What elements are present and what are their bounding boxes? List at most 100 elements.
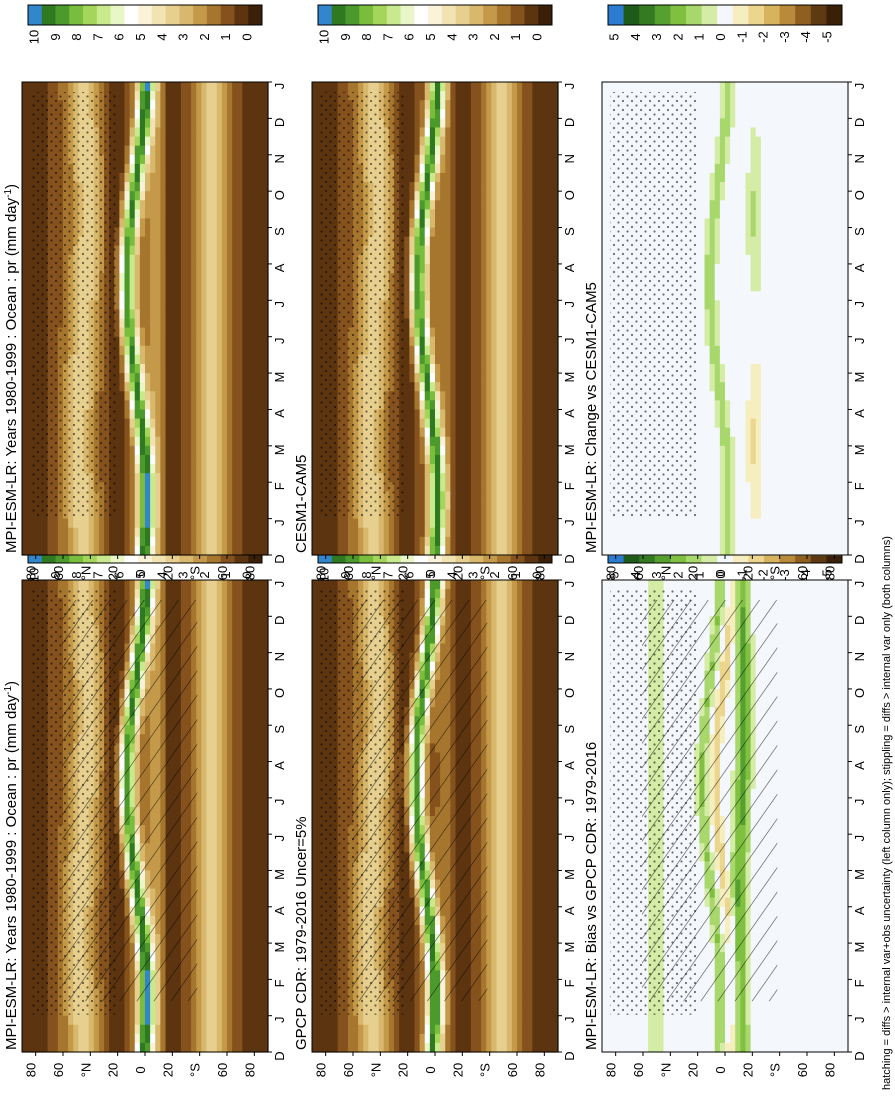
colorbar-label: 3: [466, 33, 481, 40]
colorbar-label: -2: [756, 31, 771, 43]
lat-tick-label: 80: [822, 566, 837, 580]
colorbar-swatch: [41, 5, 56, 25]
month-tick-label: D: [562, 616, 577, 625]
month-tick-label: O: [272, 190, 287, 200]
colorbar-swatch: [428, 5, 443, 25]
month-axis: D J F M A M J J A S O N D J: [848, 579, 867, 1061]
month-tick-label: A: [852, 906, 867, 915]
colorbar-label: 1: [508, 33, 523, 40]
lat-tick-label: 0: [713, 569, 728, 576]
colorbar-label: 6: [112, 571, 127, 578]
month-tick-label: D: [272, 118, 287, 127]
lat-tick-label: 80: [242, 1063, 257, 1077]
colorbar-swatch: [670, 5, 687, 25]
colorbar-label: 0: [713, 571, 728, 578]
colorbar-swatch: [359, 5, 374, 25]
colorbar-swatch: [701, 5, 718, 25]
colorbar-label: 6: [112, 33, 127, 40]
colorbar-swatch: [732, 5, 749, 25]
colorbar-label: 9: [338, 571, 353, 578]
colorbar-label: 0: [529, 571, 544, 578]
lat-tick-label: 80: [24, 566, 39, 580]
colorbar-label: 10: [317, 30, 332, 44]
colorbar-label: 2: [670, 571, 685, 578]
lat-axis: 80 60 °N 20 0 20 °S 60 80: [24, 555, 257, 580]
lat-tick-label: °S: [188, 1063, 203, 1077]
colorbar-swatch: [96, 5, 111, 25]
colorbar-swatch: [248, 5, 263, 25]
colorbar-label: 2: [197, 571, 212, 578]
colorbar-label: 1: [218, 571, 233, 578]
lat-tick-label: 80: [532, 566, 547, 580]
colorbar-label: 8: [69, 33, 84, 40]
colorbar-swatch: [510, 5, 525, 25]
month-tick-label: A: [562, 263, 577, 272]
colorbar-label: 2: [487, 571, 502, 578]
lat-tick-label: 60: [505, 566, 520, 580]
colorbar-label: 9: [48, 571, 63, 578]
colorbar-swatch: [138, 5, 153, 25]
month-tick-label: J: [852, 799, 867, 806]
month-tick-label: A: [562, 906, 577, 915]
month-tick-label: N: [562, 154, 577, 163]
month-tick-label: M: [852, 372, 867, 383]
lat-tick-label: 20: [160, 1063, 175, 1077]
lat-axis: 80 60 °N 20 0 20 °S 60 80: [24, 1052, 257, 1077]
lat-tick-label: 60: [631, 566, 646, 580]
lat-tick-label: 20: [686, 566, 701, 580]
colorbar-swatch: [717, 5, 734, 25]
colorbar-label: 9: [338, 33, 353, 40]
month-tick-label: N: [272, 652, 287, 661]
colorbar-swatch: [538, 5, 553, 25]
colorbar-swatch: [779, 5, 796, 25]
month-tick-label: M: [852, 444, 867, 455]
colorbar-swatch: [764, 5, 780, 25]
month-tick-label: A: [562, 761, 577, 770]
lat-tick-label: 60: [341, 1063, 356, 1077]
panel-title: MPI-ESM-LR: Years 1980-1999 : Ocean : pr…: [3, 681, 21, 1050]
month-tick-label: N: [562, 652, 577, 661]
month-axis: D J F M A M J J A S O N D J: [848, 81, 867, 564]
colorbar-label: -1: [734, 31, 749, 43]
colorbar-label: 3: [466, 571, 481, 578]
colorbar-swatch: [318, 5, 333, 25]
lat-tick-label: °S: [478, 566, 493, 580]
colorbar-label: 4: [444, 571, 459, 578]
month-tick-label: J: [272, 799, 287, 806]
colorbar-label: -5: [819, 31, 834, 43]
colorbar-label: 1: [692, 571, 707, 578]
colorbar-swatch: [124, 5, 139, 25]
colorbar-label: 0: [529, 33, 544, 40]
colorbar-label: 2: [487, 33, 502, 40]
month-tick-label: M: [272, 372, 287, 383]
colorbar-label: -3: [777, 31, 792, 43]
colorbar-label: 8: [69, 571, 84, 578]
colorbar-swatch: [110, 5, 125, 25]
month-tick-label: D: [562, 1051, 577, 1060]
colorbar-label: -1: [734, 569, 749, 581]
lat-tick-label: 20: [160, 566, 175, 580]
lat-tick-label: 80: [24, 1063, 39, 1077]
colorbar-label: 3: [176, 571, 191, 578]
month-tick-label: J: [272, 581, 287, 588]
colorbar-label: 0: [239, 33, 254, 40]
colorbar: 10 9 8 7 6 5 4 3 2 1 0: [317, 4, 553, 44]
colorbar-label: 4: [154, 33, 169, 40]
colorbar-label: -4: [798, 569, 813, 581]
lat-tick-label: 0: [423, 1066, 438, 1073]
month-tick-label: F: [272, 482, 287, 490]
colorbar-swatch: [220, 5, 235, 25]
lat-axis: 80 60 °N 20 0 20 °S 60 80: [604, 1052, 837, 1077]
lat-tick-label: 0: [423, 569, 438, 576]
colorbar-label: 0: [239, 571, 254, 578]
month-tick-label: J: [272, 835, 287, 842]
lat-tick-label: 80: [314, 1063, 329, 1077]
colorbar-label: 5: [133, 33, 148, 40]
lat-tick-label: 60: [215, 1063, 230, 1077]
colorbar-label: 4: [154, 571, 169, 578]
lat-tick-label: 80: [314, 566, 329, 580]
month-tick-label: J: [852, 301, 867, 308]
month-tick-label: O: [562, 190, 577, 200]
